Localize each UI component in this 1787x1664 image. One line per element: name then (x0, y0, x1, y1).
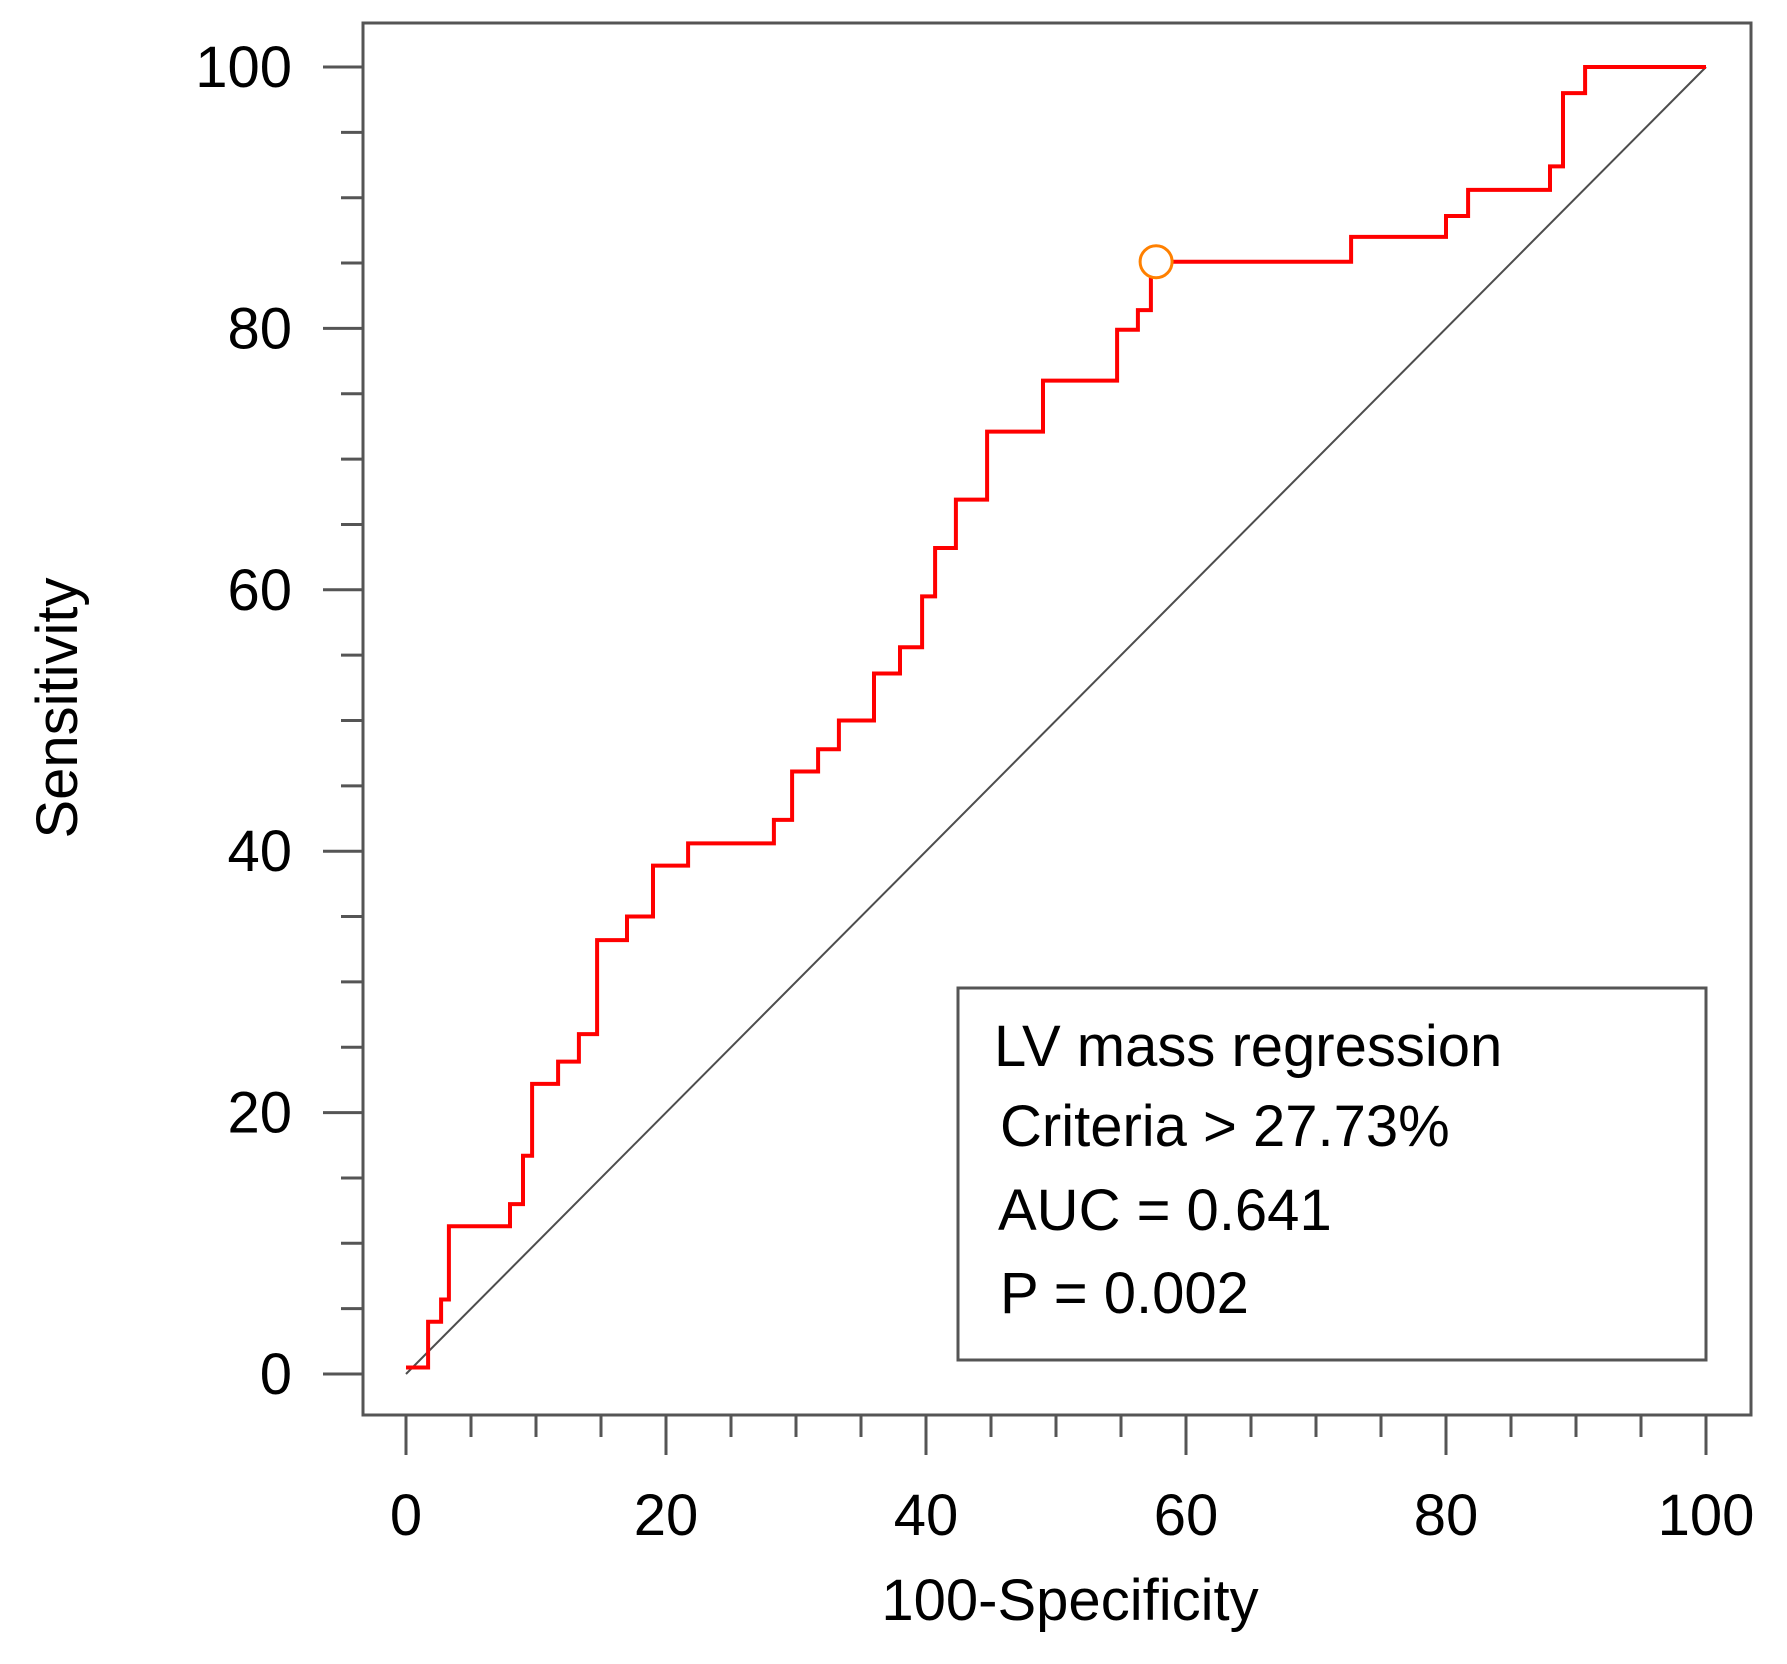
legend-line-auc: AUC = 0.641 (998, 1178, 1332, 1243)
optimal-cutoff-point (1138, 244, 1174, 280)
x-tick-label: 80 (1414, 1483, 1479, 1548)
x-tick-label: 40 (894, 1483, 959, 1548)
y-axis-title: Sensitivity (25, 577, 90, 838)
y-tick-label: 100 (195, 35, 292, 100)
series-layer (405, 65, 1707, 1375)
reference-diagonal-line (405, 66, 1707, 1375)
legend: LV mass regression Criteria > 27.73% AUC… (956, 986, 1708, 1362)
x-tick-label: 100 (1658, 1483, 1755, 1548)
legend-line-title: LV mass regression (994, 1014, 1502, 1079)
x-axis-title: 100-Specificity (881, 1568, 1258, 1633)
x-axis: 0 20 40 60 80 100 (390, 1415, 1755, 1548)
y-tick-label: 40 (227, 819, 292, 884)
x-tick-label: 60 (1154, 1483, 1219, 1548)
legend-line-criteria: Criteria > 27.73% (1000, 1094, 1450, 1159)
y-axis: 0 20 40 60 80 100 (195, 35, 363, 1407)
x-tick-label: 20 (634, 1483, 699, 1548)
legend-box (956, 986, 1708, 1362)
legend-line-p: P = 0.002 (1000, 1261, 1249, 1326)
roc-curve-line (406, 65, 1706, 1370)
y-tick-label: 80 (227, 296, 292, 361)
x-tick-label: 0 (390, 1483, 422, 1548)
y-tick-label: 0 (260, 1342, 292, 1407)
y-tick-label: 60 (227, 558, 292, 623)
y-tick-label: 20 (227, 1081, 292, 1146)
